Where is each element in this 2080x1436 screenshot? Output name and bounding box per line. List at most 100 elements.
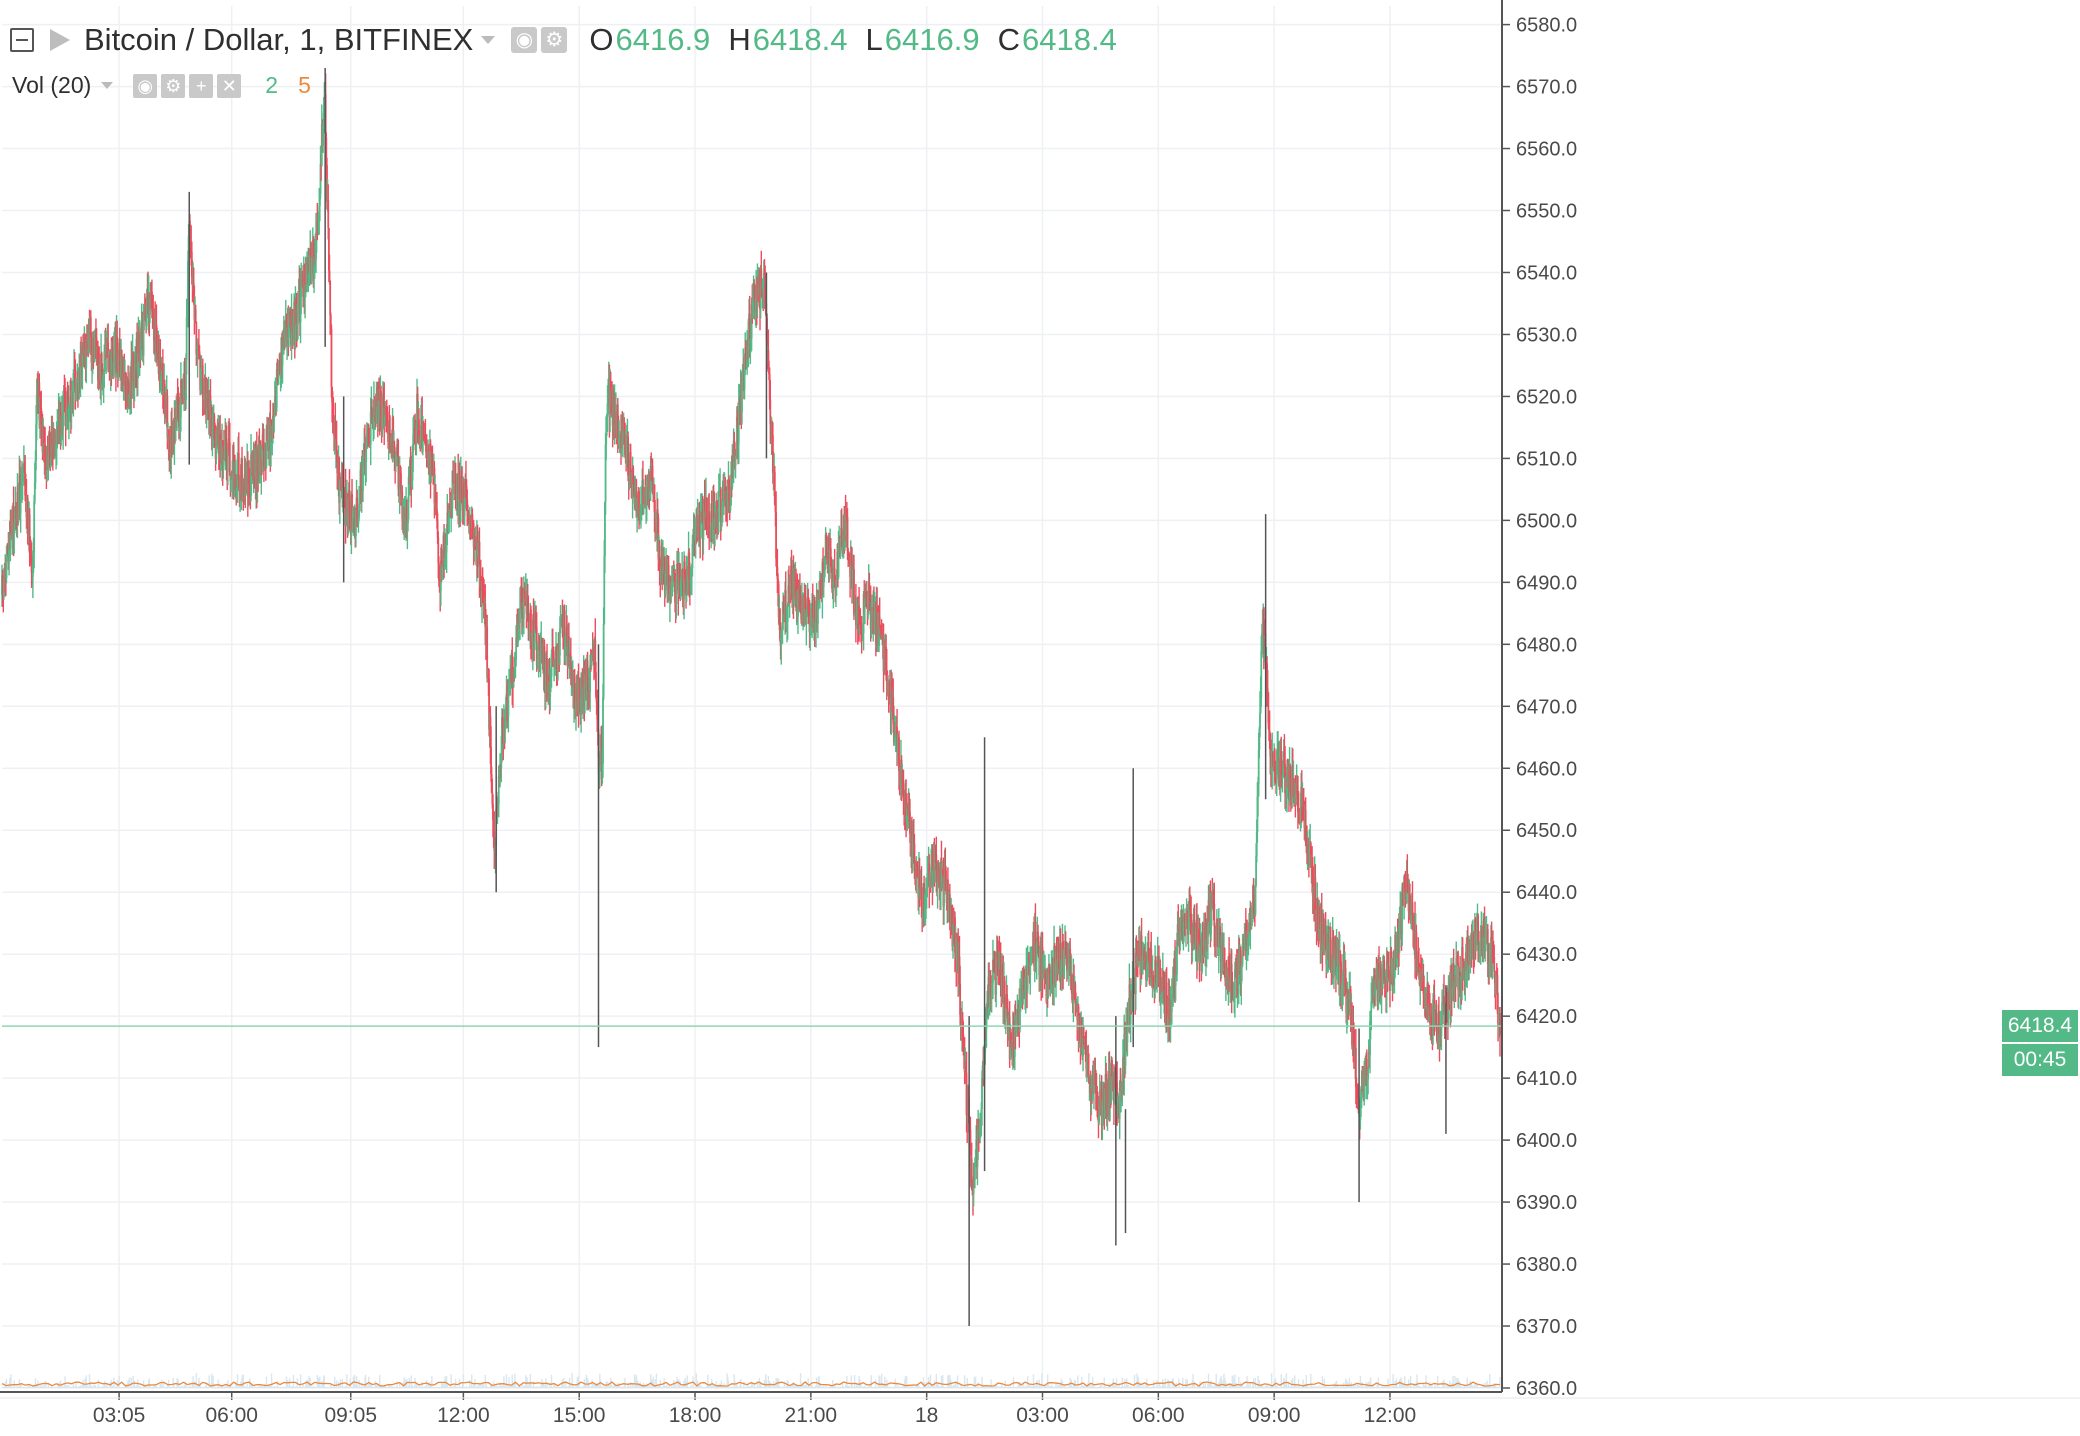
volume-bar [330,1384,333,1388]
volume-bar [819,1383,822,1388]
volume-bar [316,1375,319,1388]
volume-bar [416,1383,418,1388]
volume-bar [1445,1384,1447,1388]
volume-bar [1041,1373,1043,1388]
volume-bar [1323,1378,1326,1388]
volume-bar [155,1383,157,1388]
candle-body [651,465,654,492]
candle-body [355,516,357,537]
volume-bar [1431,1384,1433,1388]
volume-bar [377,1384,379,1388]
volume-bar [61,1384,64,1388]
volume-bar [85,1375,87,1388]
candle-body [699,511,702,537]
volume-bar [720,1380,723,1388]
volume-bar [973,1377,975,1388]
volume-bar [834,1384,836,1388]
volume-bar [1057,1382,1059,1388]
candle-body [762,273,765,297]
volume-bar [532,1381,535,1388]
volume-bar [476,1385,479,1388]
candle-body [833,568,836,579]
volume-bar [86,1385,89,1388]
candle-body [400,473,402,493]
candle-body [328,270,331,282]
candle-body [329,315,332,329]
candle-body [159,359,162,387]
volume-bar [1169,1381,1171,1388]
volume-bar [418,1385,421,1388]
volume-bar [287,1380,289,1388]
volume-bar [34,1378,37,1388]
volume-bar [1182,1377,1184,1388]
candle-body [719,489,722,522]
volume-bar [686,1375,688,1388]
candle-body [90,334,93,363]
candle-body [185,360,187,401]
candle-body [634,495,637,504]
volume-bar [482,1383,485,1388]
candle-body [767,350,770,369]
volume-bar [205,1382,208,1388]
volume-bar [1297,1379,1300,1388]
volume-bar [759,1381,762,1388]
volume-bar [796,1385,799,1388]
volume-bar [1001,1383,1003,1388]
candle-body [515,637,518,661]
volume-bar [242,1374,245,1388]
candle-body [598,767,601,780]
volume-bar [628,1385,630,1388]
volume-bar [543,1383,545,1388]
volume-bar [265,1376,268,1388]
volume-bar [1156,1380,1158,1388]
candle-body [329,281,332,316]
volume-bar [149,1385,151,1388]
volume-bar [111,1385,114,1388]
volume-bar [1142,1384,1144,1388]
volume-bar [593,1385,596,1388]
volume-bar [39,1385,41,1388]
volume-bar [937,1384,939,1388]
candle-body [303,270,306,297]
candle-body [471,513,474,523]
candle-body [111,348,114,358]
volume-bar [851,1384,853,1388]
volume-bar [647,1385,650,1388]
volume-bar [204,1385,207,1388]
volume-bar [1138,1382,1140,1388]
candle-body [683,561,686,574]
volume-bar [68,1384,70,1388]
volume-bar [1452,1385,1455,1388]
volume-bar [267,1384,270,1388]
volume-bar [631,1383,634,1388]
volume-bar [1030,1385,1032,1388]
volume-bar [1425,1375,1427,1388]
volume-bar [814,1385,817,1388]
volume-bar [658,1385,660,1388]
volume-bar [1285,1373,1288,1388]
candle-body [362,467,364,491]
volume-bar [1234,1374,1236,1388]
volume-bar [707,1374,709,1388]
volume-bar [996,1383,998,1388]
volume-bar [981,1376,983,1388]
volume-bar [1189,1385,1192,1388]
volume-bar [410,1375,412,1388]
volume-bar [554,1384,556,1388]
volume-bar [956,1375,959,1388]
volume-bar [931,1384,934,1388]
volume-bar [571,1373,573,1388]
volume-bar [1127,1384,1129,1388]
volume-bar [1369,1377,1372,1388]
volume-bar [1072,1384,1075,1388]
volume-bar [550,1374,553,1388]
volume-bar [1113,1384,1115,1388]
candle-body [330,328,333,387]
volume-bar [1294,1375,1296,1388]
candle-body [441,565,444,569]
volume-bar [379,1385,382,1388]
volume-bar [396,1381,398,1388]
candle-body [369,411,372,445]
candle-body [846,516,849,552]
